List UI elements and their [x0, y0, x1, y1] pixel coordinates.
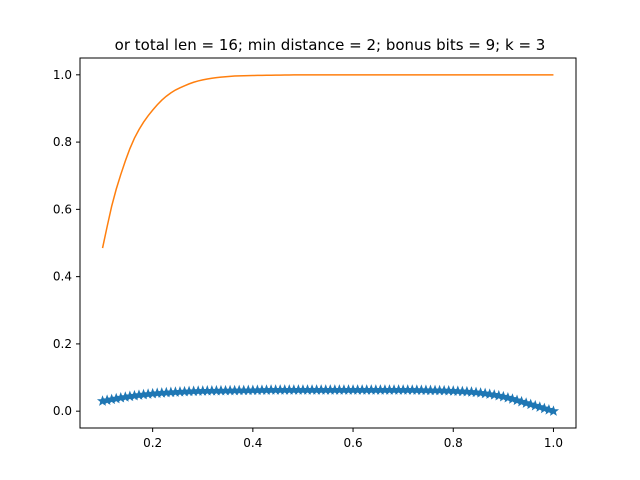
y-tick-label: 0.4 — [53, 270, 72, 284]
y-tick-label: 0.8 — [53, 135, 72, 149]
chart-title: or total len = 16; min distance = 2; bon… — [115, 36, 546, 54]
series-1-point — [547, 405, 560, 416]
x-tick-label: 0.4 — [243, 436, 262, 450]
x-tick-label: 0.6 — [344, 436, 363, 450]
series-2-line — [101, 74, 554, 249]
y-tick-label: 0.0 — [53, 404, 72, 418]
axes-frame — [79, 57, 577, 429]
y-tick-label: 1.0 — [53, 68, 72, 82]
x-tick-label: 1.0 — [544, 436, 563, 450]
series-layer — [96, 74, 560, 416]
plot-area — [79, 57, 577, 429]
y-tick-label: 0.6 — [53, 202, 72, 216]
y-tick-label: 0.2 — [53, 337, 72, 351]
x-axis: 0.2 0.4 0.6 0.8 1.0 — [143, 428, 563, 450]
x-tick-label: 0.2 — [143, 436, 162, 450]
series-1-markers — [96, 384, 560, 416]
x-tick-label: 0.8 — [444, 436, 463, 450]
y-axis: 0.0 0.2 0.4 0.6 0.8 1.0 — [53, 68, 80, 418]
